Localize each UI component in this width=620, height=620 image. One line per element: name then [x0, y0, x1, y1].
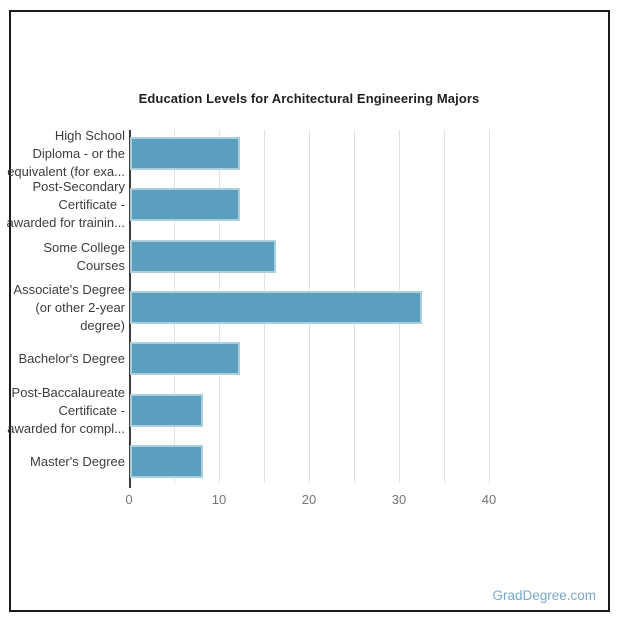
category-label-5: Post-Baccalaureate Certificate - awarded f…: [7, 384, 125, 438]
gridline: [444, 130, 445, 483]
category-label-line: Post-Baccalaureate: [11, 384, 125, 400]
x-tick-label-40: 40: [481, 492, 497, 507]
x-tick-label-0: 0: [125, 492, 133, 507]
chart-title: Education Levels for Architectural Engin…: [138, 91, 480, 106]
category-label-line: Associate's Degree: [13, 281, 125, 297]
category-label-line: equivalent (for exa...: [7, 163, 125, 179]
category-label-line: Some College: [43, 239, 125, 255]
x-tick-label-20: 20: [301, 492, 317, 507]
category-label-line: Certificate -: [58, 402, 125, 418]
category-label-line: Diploma - or the: [32, 145, 125, 161]
category-label-line: degree): [80, 317, 125, 333]
category-label-4: Bachelor's Degree: [18, 350, 125, 368]
category-label-line: Post-Secondary: [32, 178, 126, 194]
category-label-line: (or other 2-year: [35, 299, 125, 315]
category-label-0: High School Diploma - or the equivalent (f…: [7, 127, 125, 181]
category-label-2: Some College Courses: [43, 239, 125, 275]
category-label-line: awarded for trainin...: [6, 214, 125, 230]
category-label-line: Bachelor's Degree: [18, 350, 125, 366]
gridline: [489, 130, 490, 483]
category-label-line: Certificate -: [58, 196, 125, 212]
watermark-link[interactable]: GradDegree.com: [492, 588, 596, 603]
bar-6: [130, 445, 203, 478]
category-label-line: Master's Degree: [30, 453, 125, 469]
x-tick-label-10: 10: [211, 492, 227, 507]
category-label-3: Associate's Degree (or other 2-year degree…: [13, 281, 125, 335]
x-tick-label-30: 30: [391, 492, 407, 507]
category-label-line: High School: [54, 127, 125, 143]
category-label-line: Courses: [76, 257, 125, 273]
bar-0: [130, 137, 240, 170]
category-label-line: awarded for compl...: [7, 420, 125, 436]
category-label-1: Post-Secondary Certificate - awarded for t…: [6, 178, 125, 232]
bar-1: [130, 188, 240, 221]
bar-2: [130, 240, 276, 273]
bar-5: [130, 394, 203, 427]
bar-4: [130, 342, 240, 375]
bar-3: [130, 291, 422, 324]
category-label-6: Master's Degree: [30, 453, 125, 471]
